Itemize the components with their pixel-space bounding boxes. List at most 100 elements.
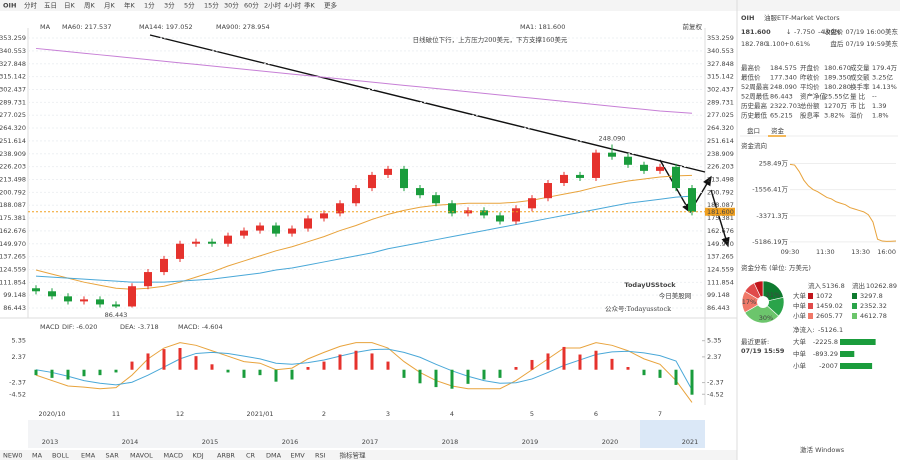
period-tab[interactable]: 分时 xyxy=(24,1,38,10)
macd-bar xyxy=(498,369,502,378)
macd-bar xyxy=(162,349,166,370)
candle-body xyxy=(128,286,136,307)
stat-label: 历史最低 xyxy=(741,111,768,120)
period-tab[interactable]: 年K xyxy=(124,1,136,10)
period-tab[interactable]: 周K xyxy=(84,2,96,10)
timeline-window[interactable] xyxy=(640,420,705,448)
year-label: 2014 xyxy=(122,438,139,446)
stat-label: 平均价 xyxy=(800,82,820,91)
macd-bar xyxy=(322,361,326,370)
indicator-tab[interactable]: EMA xyxy=(81,452,96,460)
quote-text: 大单 xyxy=(793,291,807,300)
year-label: 2020 xyxy=(602,438,619,446)
macd-bar xyxy=(210,364,214,370)
macd-bar xyxy=(338,354,342,370)
period-tab[interactable]: 15分 xyxy=(204,1,219,10)
ma-line xyxy=(35,47,693,114)
indicator-tab[interactable]: BOLL xyxy=(52,452,69,460)
period-tab[interactable]: 60分 xyxy=(244,1,259,10)
brand: TodayUSStock xyxy=(624,281,676,289)
chart-title: 日线破位下行，上方压力200美元，下方支撑160美元 xyxy=(413,35,568,44)
y-tick-label: 99.148 xyxy=(3,291,26,299)
macd-bar xyxy=(466,369,470,384)
indicator-tab[interactable]: NEW0 xyxy=(3,452,23,460)
stat-label: 总份额 xyxy=(800,101,820,110)
indicator-tab[interactable]: EMV xyxy=(291,452,306,460)
indicator-tab[interactable]: 指标管理 xyxy=(340,451,367,460)
macd-bar xyxy=(98,369,102,376)
candle-body xyxy=(192,241,200,244)
stat-value: 3.82% xyxy=(824,112,845,120)
macd-line xyxy=(35,342,693,403)
year-label: 2015 xyxy=(202,438,219,446)
period-tab[interactable]: 五日 xyxy=(44,2,57,10)
flow-line xyxy=(789,163,897,242)
y-tick-label: 302.437 xyxy=(0,85,26,93)
candle-body xyxy=(96,299,104,305)
quote-text: 小单 xyxy=(793,311,807,320)
period-tab[interactable]: 1分 xyxy=(144,1,155,10)
period-tab[interactable]: 4小时 xyxy=(284,1,302,10)
macd-bar xyxy=(674,369,678,385)
macd-bar xyxy=(546,353,550,370)
pie-label: 21% xyxy=(766,291,780,299)
y-tick-label: 258.49万 xyxy=(759,159,789,167)
stat-value: 1.8% xyxy=(872,112,889,120)
pie-slice xyxy=(744,301,780,324)
period-tab[interactable]: 30分 xyxy=(224,1,239,10)
quote-text: 1072 xyxy=(816,292,833,300)
indicator-tab[interactable]: KDJ xyxy=(193,452,204,460)
candle-body xyxy=(608,152,616,157)
macd-bar xyxy=(114,369,118,373)
period-tab[interactable]: 月K xyxy=(104,2,116,10)
quote-text: 流入 xyxy=(808,281,822,290)
adjust-mode[interactable]: 前复权 xyxy=(683,22,703,31)
indicator-tab[interactable]: MACD xyxy=(164,452,183,460)
period-tab[interactable]: 更多 xyxy=(324,1,338,10)
trend-line xyxy=(149,34,706,173)
macd-bar xyxy=(514,367,518,370)
macd-bar xyxy=(402,369,406,378)
indicator-tab[interactable]: DMA xyxy=(266,452,282,460)
indicator-tab[interactable]: SAR xyxy=(106,452,120,460)
indicator-tab[interactable]: CR xyxy=(246,452,256,460)
year-label: 2017 xyxy=(362,438,379,446)
macd-bar xyxy=(34,369,38,376)
indicator-tab[interactable]: MAVOL xyxy=(130,452,153,460)
last-price-label: 181.600 xyxy=(707,208,734,216)
y-tick-label: 175.381 xyxy=(707,214,734,222)
x-tick-label: 12 xyxy=(176,410,184,418)
year-label: 2016 xyxy=(282,438,299,446)
stat-label: 开盘价 xyxy=(800,63,820,72)
y-tick-label: 251.614 xyxy=(0,137,26,145)
y-tick-label: 340.553 xyxy=(0,47,26,55)
macd-bar xyxy=(274,369,278,382)
macd-bar xyxy=(482,369,486,380)
period-tab[interactable]: 季K xyxy=(304,1,316,10)
period-tab[interactable]: 2小时 xyxy=(264,1,282,10)
out-swatch xyxy=(852,293,857,299)
x-tick-label: 11:30 xyxy=(816,248,835,256)
quote-text: -2007 xyxy=(819,362,838,370)
period-tab[interactable]: 5分 xyxy=(184,1,195,10)
stat-label: 历史最高 xyxy=(741,101,768,110)
indicator-tab[interactable]: ARBR xyxy=(217,452,235,460)
macd-bar xyxy=(578,354,582,370)
period-tab[interactable]: 3分 xyxy=(164,1,175,10)
in-swatch xyxy=(808,313,813,319)
quote-text: 1.100 xyxy=(766,40,785,48)
macd-bar xyxy=(226,369,230,373)
y-tick-label: 188.087 xyxy=(707,201,734,209)
candle-body xyxy=(512,208,520,222)
candle-body xyxy=(480,210,488,216)
period-tab[interactable]: 日K xyxy=(64,2,76,10)
candle-body xyxy=(528,198,536,209)
stat-label: 最高价 xyxy=(741,63,761,72)
tab: 资金 xyxy=(771,126,785,135)
indicator-tab[interactable]: MA xyxy=(32,452,43,460)
candle-body xyxy=(432,195,440,204)
quote-text: 油服ETF-Market Vectors xyxy=(764,13,840,22)
macd-bar xyxy=(434,369,438,388)
stat-value: 189.350 xyxy=(824,74,851,82)
indicator-tab[interactable]: RSI xyxy=(315,452,326,460)
